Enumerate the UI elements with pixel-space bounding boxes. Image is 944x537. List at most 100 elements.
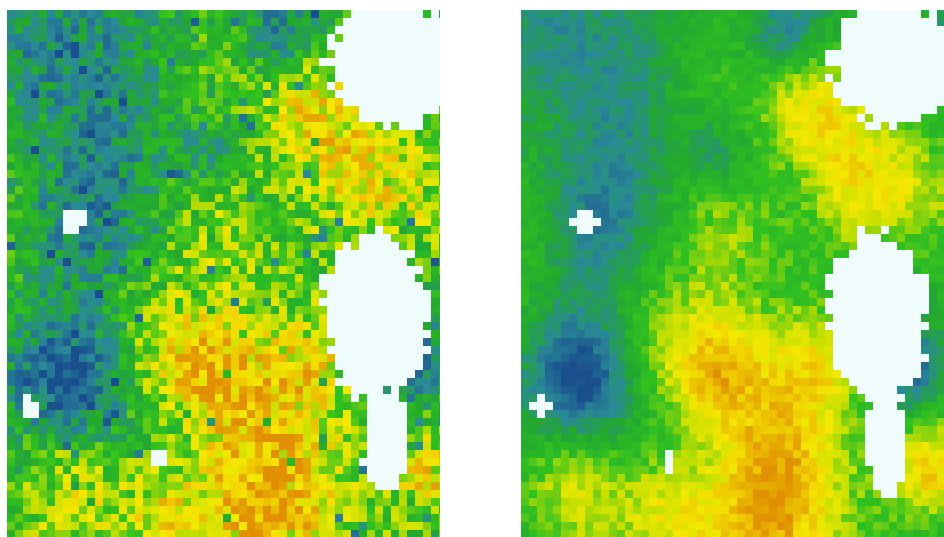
raster-cell [383, 298, 391, 306]
raster-cell [375, 18, 383, 26]
raster-cell [343, 26, 351, 34]
raster-cell [431, 146, 439, 154]
raster-cell [159, 490, 167, 498]
raster-cell [263, 306, 271, 314]
raster-cell [23, 170, 31, 178]
raster-cell [865, 106, 873, 114]
raster-cell [167, 114, 175, 122]
raster-cell [311, 274, 319, 282]
raster-cell [439, 506, 440, 514]
raster-cell [351, 42, 359, 50]
raster-cell [439, 402, 440, 410]
raster-cell [359, 426, 367, 434]
raster-cell [239, 58, 247, 66]
raster-cell [215, 18, 223, 26]
raster-cell [327, 194, 335, 202]
raster-cell [271, 74, 279, 82]
raster-cell [207, 346, 215, 354]
raster-cell [913, 90, 921, 98]
raster-cell [415, 330, 423, 338]
raster-cell [167, 514, 175, 522]
raster-cell [729, 170, 737, 178]
raster-cell [231, 458, 239, 466]
raster-cell [641, 202, 649, 210]
raster-cell [697, 98, 705, 106]
raster-cell [351, 178, 359, 186]
raster-cell [905, 138, 913, 146]
raster-cell [359, 490, 367, 498]
raster-cell [415, 482, 423, 490]
raster-cell [319, 18, 327, 26]
raster-cell [303, 42, 311, 50]
raster-cell [295, 482, 303, 490]
raster-cell [199, 122, 207, 130]
raster-cell [359, 178, 367, 186]
raster-cell [319, 66, 327, 74]
raster-cell [319, 210, 327, 218]
raster-cell [641, 58, 649, 66]
raster-cell [191, 226, 199, 234]
raster-cell [817, 138, 825, 146]
raster-cell [79, 522, 87, 530]
raster-cell [167, 154, 175, 162]
raster-cell [247, 42, 255, 50]
raster-cell [279, 330, 287, 338]
raster-cell [135, 250, 143, 258]
raster-cell [391, 506, 399, 514]
raster-cell [215, 402, 223, 410]
raster-cell [585, 66, 593, 74]
raster-cell [905, 170, 913, 178]
raster-cell [231, 434, 239, 442]
raster-cell [207, 354, 215, 362]
raster-cell [271, 218, 279, 226]
raster-cell [545, 146, 553, 154]
raster-cell [431, 98, 439, 106]
raster-cell [343, 98, 351, 106]
raster-cell [367, 242, 375, 250]
raster-cell [95, 458, 103, 466]
raster-cell [665, 74, 673, 82]
raster-cell [809, 90, 817, 98]
raster-cell [31, 458, 39, 466]
raster-cell [423, 130, 431, 138]
raster-cell [729, 26, 737, 34]
raster-cell [913, 74, 921, 82]
raster-cell [207, 90, 215, 98]
raster-cell [601, 18, 609, 26]
raster-cell [625, 42, 633, 50]
raster-cell [423, 514, 431, 522]
raster-cell [191, 466, 199, 474]
raster-cell [7, 282, 15, 290]
raster-cell [215, 122, 223, 130]
raster-cell [47, 442, 55, 450]
raster-cell [657, 58, 665, 66]
raster-cell [31, 322, 39, 330]
raster-cell [207, 386, 215, 394]
raster-cell [335, 378, 343, 386]
raster-cell [159, 322, 167, 330]
raster-cell [175, 338, 183, 346]
raster-cell [761, 26, 769, 34]
raster-cell [263, 314, 271, 322]
raster-cell [47, 506, 55, 514]
raster-cell [63, 210, 71, 218]
raster-cell [119, 410, 127, 418]
raster-cell [319, 410, 327, 418]
raster-cell [777, 170, 785, 178]
raster-cell [167, 210, 175, 218]
raster-cell [423, 154, 431, 162]
raster-cell [777, 162, 785, 170]
raster-cell [391, 250, 399, 258]
raster-cell [303, 90, 311, 98]
raster-cell [239, 74, 247, 82]
raster-cell [351, 370, 359, 378]
raster-cell [231, 338, 239, 346]
raster-cell [71, 378, 79, 386]
raster-cell [15, 18, 23, 26]
raster-cell [553, 210, 561, 218]
raster-cell [103, 178, 111, 186]
raster-cell [87, 402, 95, 410]
raster-cell [119, 250, 127, 258]
raster-cell [31, 370, 39, 378]
raster-cell [207, 202, 215, 210]
